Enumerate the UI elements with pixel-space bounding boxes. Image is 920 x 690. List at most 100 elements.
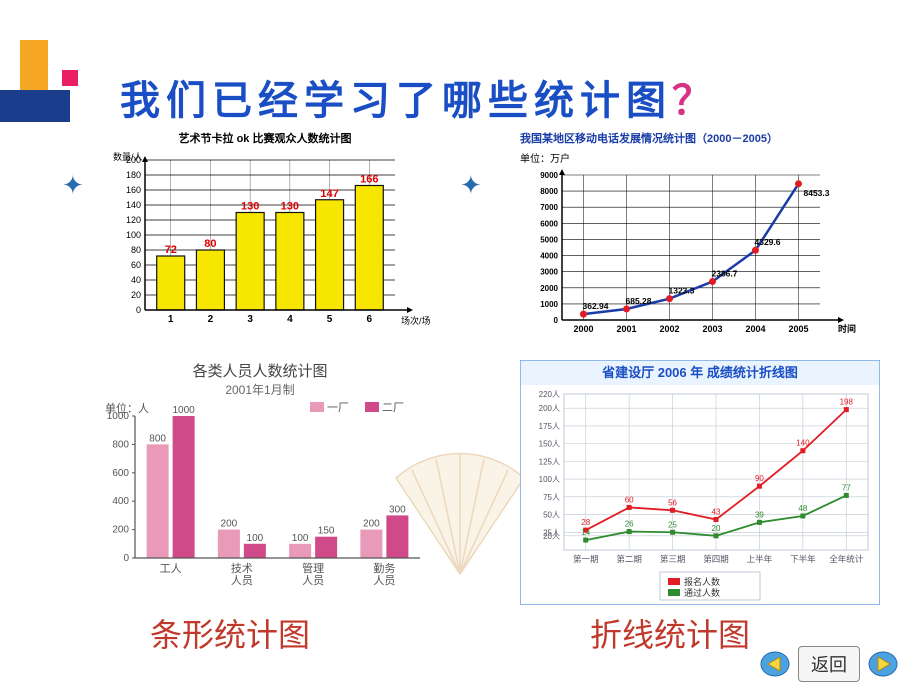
chart3-svg: 单位：人一厂二厂020040060080010008001000工人200100… [80,398,440,588]
svg-text:39: 39 [755,510,764,519]
svg-text:6: 6 [367,314,373,325]
svg-text:9000: 9000 [540,171,558,180]
svg-text:5000: 5000 [540,235,558,244]
svg-text:80: 80 [131,245,141,255]
svg-text:25: 25 [668,520,677,529]
svg-text:220人: 220人 [539,390,560,399]
line-chart-construction: 省建设厅 2006 年 成绩统计折线图20人25人50人75人100人125人1… [520,360,880,605]
svg-text:场次/场: 场次/场 [401,315,431,326]
prev-button[interactable] [758,650,792,678]
chart2-title: 我国某地区移动电话发展情况统计图（2000－2005） [520,130,860,146]
svg-text:2001: 2001 [616,324,636,334]
svg-text:2: 2 [208,314,214,325]
svg-text:685.28: 685.28 [626,296,652,306]
svg-text:200: 200 [221,519,238,530]
svg-text:198: 198 [840,398,854,407]
svg-text:300: 300 [389,504,406,515]
svg-text:3000: 3000 [540,268,558,277]
svg-text:2005: 2005 [788,324,808,334]
svg-text:20: 20 [712,524,721,533]
svg-text:报名人数: 报名人数 [684,576,720,587]
svg-text:8453.3: 8453.3 [804,188,830,198]
svg-text:130: 130 [241,201,259,213]
svg-text:1000: 1000 [540,300,558,309]
svg-text:60: 60 [625,495,634,504]
star-icon: ✦ [62,170,84,201]
svg-text:1323.3: 1323.3 [669,286,695,296]
slide-title-text: 我们已经学习了哪些统计图 [120,79,672,123]
svg-text:60: 60 [131,260,141,270]
svg-text:175人: 175人 [539,422,560,431]
svg-text:2002: 2002 [659,324,679,334]
chart4-svg: 省建设厅 2006 年 成绩统计折线图20人25人50人75人100人125人1… [520,360,880,605]
svg-text:0: 0 [123,553,129,564]
nav-bar: 返回 [758,646,900,682]
svg-text:第二期: 第二期 [616,554,642,564]
svg-text:2386.7: 2386.7 [712,269,738,279]
bar-chart-karaoke: 艺术节卡拉 ok 比赛观众人数统计图 020406080100120140160… [95,130,435,330]
svg-text:7000: 7000 [540,203,558,212]
next-button[interactable] [866,650,900,678]
chart2-svg: 0100020003000400050006000700080009000200… [520,165,860,345]
star-icon: ✦ [460,170,482,201]
svg-text:150人: 150人 [539,440,560,449]
svg-text:人员: 人员 [302,574,324,587]
svg-text:3: 3 [247,314,253,325]
svg-text:180: 180 [126,170,141,180]
svg-text:1000: 1000 [107,411,130,422]
svg-text:120: 120 [126,215,141,225]
svg-text:下半年: 下半年 [790,554,816,564]
svg-text:800: 800 [149,433,166,444]
svg-text:上半年: 上半年 [747,554,773,564]
svg-text:200人: 200人 [539,404,560,413]
bar-chart-label: 条形统计图 [150,610,310,656]
svg-text:2004: 2004 [745,324,765,334]
corner-decoration [0,40,80,140]
svg-text:600: 600 [112,468,129,479]
bar-chart-personnel: 各类人员人数统计图 2001年1月制 单位：人一厂二厂0200400600800… [80,360,440,590]
svg-text:管理: 管理 [302,561,324,575]
svg-text:43: 43 [712,508,721,517]
svg-text:100人: 100人 [539,475,560,484]
svg-text:第四期: 第四期 [703,554,729,564]
svg-text:100: 100 [247,533,264,544]
svg-text:一厂: 一厂 [327,402,349,414]
svg-text:0: 0 [136,305,141,315]
svg-text:26: 26 [625,520,634,529]
svg-text:100: 100 [126,230,141,240]
svg-text:166: 166 [360,174,378,186]
svg-text:77: 77 [842,483,851,492]
svg-text:1: 1 [168,314,174,325]
svg-text:362.94: 362.94 [583,301,609,311]
svg-text:第三期: 第三期 [660,554,686,564]
svg-text:工人: 工人 [160,562,182,575]
line-chart-label: 折线统计图 [590,610,750,656]
svg-text:人员: 人员 [231,574,253,587]
svg-text:1000: 1000 [173,405,196,416]
svg-text:勤务: 勤务 [373,562,395,575]
svg-text:147: 147 [320,188,338,200]
svg-text:130: 130 [281,201,299,213]
slide-title: 我们已经学习了哪些统计图？ [120,68,718,126]
svg-text:6000: 6000 [540,219,558,228]
svg-text:省建设厅 2006 年 成绩统计折线图: 省建设厅 2006 年 成绩统计折线图 [601,365,798,380]
svg-text:14: 14 [581,528,590,537]
svg-text:全年统计: 全年统计 [829,554,864,564]
svg-text:第一期: 第一期 [573,554,599,564]
svg-text:数量/人: 数量/人 [113,151,143,162]
return-button[interactable]: 返回 [798,646,860,682]
svg-text:400: 400 [112,496,129,507]
svg-text:2003: 2003 [702,324,722,334]
svg-text:时间: 时间 [838,323,856,334]
chart2-unit: 单位：万户 [520,150,860,165]
svg-text:100: 100 [292,533,309,544]
slide-title-q: ？ [672,79,718,123]
svg-text:90: 90 [755,474,764,483]
svg-text:56: 56 [668,498,677,507]
svg-text:2000: 2000 [540,284,558,293]
line-chart-mobile: 我国某地区移动电话发展情况统计图（2000－2005） 单位：万户 010002… [520,130,860,340]
svg-text:140: 140 [126,200,141,210]
svg-text:50人: 50人 [543,511,560,520]
svg-text:150: 150 [318,526,335,537]
svg-text:5: 5 [327,314,333,325]
